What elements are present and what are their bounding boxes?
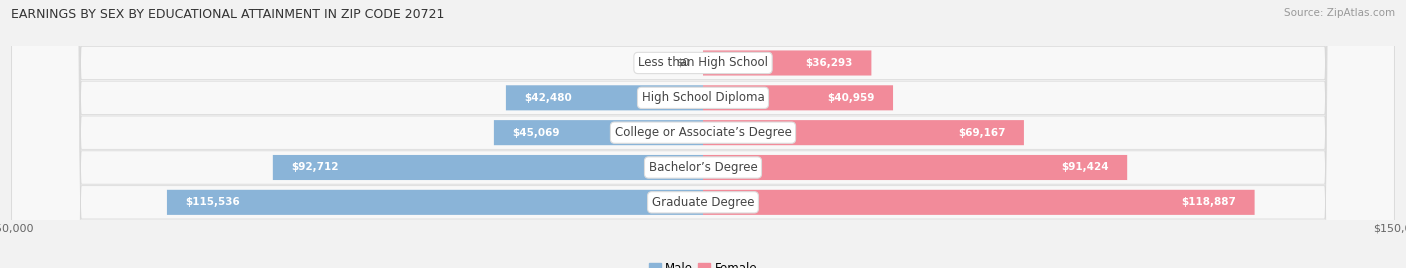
- FancyBboxPatch shape: [17, 117, 1389, 149]
- Text: $0: $0: [676, 58, 689, 68]
- FancyBboxPatch shape: [11, 0, 1395, 268]
- Text: EARNINGS BY SEX BY EDUCATIONAL ATTAINMENT IN ZIP CODE 20721: EARNINGS BY SEX BY EDUCATIONAL ATTAINMEN…: [11, 8, 444, 21]
- FancyBboxPatch shape: [17, 187, 1389, 219]
- Text: College or Associate’s Degree: College or Associate’s Degree: [614, 126, 792, 139]
- FancyBboxPatch shape: [506, 85, 703, 110]
- Legend: Male, Female: Male, Female: [644, 258, 762, 268]
- FancyBboxPatch shape: [703, 155, 1128, 180]
- Text: $69,167: $69,167: [957, 128, 1005, 138]
- Text: $91,424: $91,424: [1062, 162, 1108, 173]
- FancyBboxPatch shape: [17, 47, 1389, 79]
- FancyBboxPatch shape: [703, 85, 893, 110]
- Text: $115,536: $115,536: [186, 197, 240, 207]
- Text: $40,959: $40,959: [827, 93, 875, 103]
- FancyBboxPatch shape: [11, 0, 1395, 268]
- FancyBboxPatch shape: [167, 190, 703, 215]
- Text: $92,712: $92,712: [291, 162, 339, 173]
- Text: $45,069: $45,069: [512, 128, 560, 138]
- FancyBboxPatch shape: [11, 0, 1395, 268]
- FancyBboxPatch shape: [703, 120, 1024, 145]
- FancyBboxPatch shape: [17, 82, 1389, 114]
- FancyBboxPatch shape: [273, 155, 703, 180]
- Text: $36,293: $36,293: [806, 58, 853, 68]
- FancyBboxPatch shape: [17, 152, 1389, 184]
- Text: $118,887: $118,887: [1181, 197, 1236, 207]
- FancyBboxPatch shape: [11, 0, 1395, 268]
- Text: Less than High School: Less than High School: [638, 57, 768, 69]
- FancyBboxPatch shape: [11, 0, 1395, 268]
- Text: High School Diploma: High School Diploma: [641, 91, 765, 104]
- FancyBboxPatch shape: [494, 120, 703, 145]
- FancyBboxPatch shape: [703, 190, 1254, 215]
- FancyBboxPatch shape: [703, 50, 872, 76]
- Text: Source: ZipAtlas.com: Source: ZipAtlas.com: [1284, 8, 1395, 18]
- Text: Bachelor’s Degree: Bachelor’s Degree: [648, 161, 758, 174]
- Text: $42,480: $42,480: [524, 93, 572, 103]
- Text: Graduate Degree: Graduate Degree: [652, 196, 754, 209]
